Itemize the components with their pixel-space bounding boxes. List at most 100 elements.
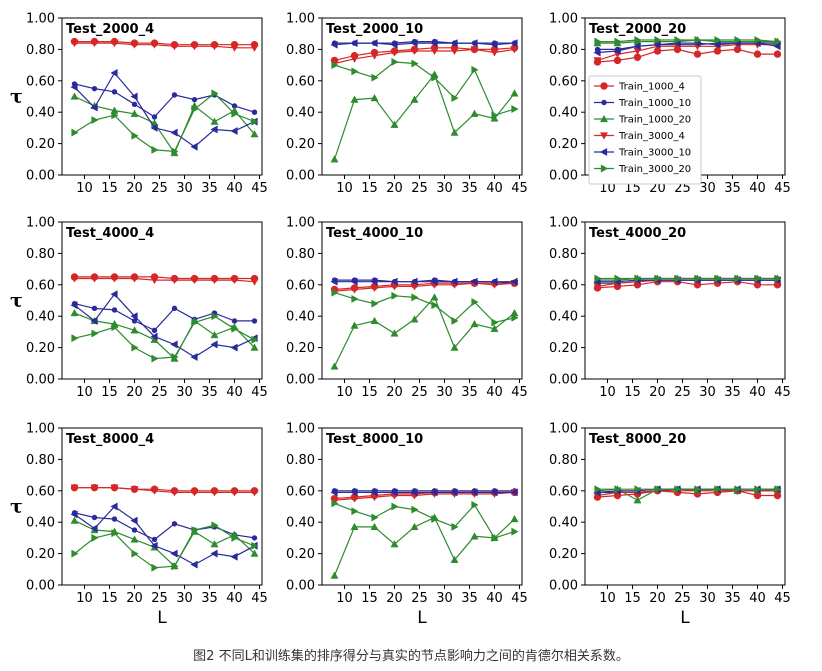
- data-point: [151, 145, 159, 154]
- data-point: [110, 68, 118, 77]
- data-point: [170, 276, 179, 285]
- data-point: [130, 109, 139, 117]
- y-tick-label: 1.00: [286, 12, 315, 27]
- data-point: [70, 301, 78, 310]
- data-point: [594, 485, 602, 494]
- data-point: [90, 275, 99, 283]
- data-point: [171, 147, 179, 156]
- data-point: [350, 522, 359, 531]
- data-point: [211, 521, 219, 530]
- data-point: [674, 274, 682, 283]
- y-tick-label: 0.00: [549, 579, 578, 594]
- data-point: [753, 50, 762, 58]
- data-point: [390, 277, 398, 286]
- legend-entry: Train_1000_4: [618, 82, 685, 93]
- y-tick-label: 0.80: [286, 247, 315, 262]
- data-point: [250, 130, 259, 138]
- data-point: [511, 527, 519, 536]
- x-tick-label: 30: [176, 385, 193, 400]
- data-point: [634, 485, 642, 494]
- data-point: [410, 315, 419, 323]
- x-tick-label: 45: [774, 385, 791, 400]
- data-point: [431, 301, 439, 310]
- x-tick-label: 40: [226, 181, 243, 196]
- data-point: [110, 39, 119, 48]
- data-point: [110, 275, 119, 283]
- data-point: [674, 485, 682, 494]
- data-point: [71, 128, 79, 137]
- x-axis-label: L: [157, 608, 167, 628]
- data-point: [490, 40, 498, 49]
- x-tick-label: 15: [101, 385, 118, 400]
- x-tick-label: 40: [486, 181, 503, 196]
- data-point: [754, 35, 762, 45]
- series-train-3000-20: [331, 288, 519, 327]
- x-tick-label: 40: [226, 385, 243, 400]
- data-point: [330, 155, 339, 163]
- panel-title: Test_2000_20: [589, 22, 686, 37]
- data-point: [734, 274, 742, 283]
- legend-entry: Train_3000_20: [618, 164, 691, 175]
- figure-caption: 图2 不同L和训练集的排序得分与真实的节点影响力之间的肯德尔相关系数。: [193, 649, 629, 664]
- data-point: [470, 39, 478, 48]
- x-tick-label: 30: [699, 385, 716, 400]
- x-tick-label: 10: [76, 385, 93, 400]
- data-point: [490, 488, 498, 497]
- data-point: [251, 109, 258, 115]
- data-point: [70, 516, 79, 524]
- x-tick-label: 30: [699, 591, 716, 606]
- y-tick-label: 0.80: [549, 43, 578, 58]
- y-tick-label: 0.20: [286, 547, 315, 562]
- x-tick-label: 25: [411, 181, 428, 196]
- data-point: [91, 116, 99, 125]
- data-point: [111, 89, 118, 95]
- data-point: [350, 321, 359, 329]
- x-tick-label: 30: [176, 591, 193, 606]
- y-tick-label: 1.00: [286, 216, 315, 231]
- series-line: [333, 73, 515, 160]
- series-line: [597, 490, 778, 497]
- panel-test-8000-4: 0.00 0.20 0.40 0.60 0.80 1.00 10 15 20 25 30 35 40 45…: [10, 422, 268, 629]
- data-point: [191, 105, 199, 114]
- series-train-1000-20: [330, 293, 519, 370]
- x-tick-label: 15: [624, 591, 641, 606]
- x-tick-label: 40: [749, 181, 766, 196]
- data-point: [91, 514, 98, 521]
- data-point: [773, 42, 781, 51]
- series-line: [334, 61, 515, 117]
- data-point: [190, 489, 199, 497]
- data-point: [231, 318, 238, 324]
- data-point: [390, 49, 399, 57]
- x-tick-label: 25: [674, 591, 691, 606]
- series-line: [74, 520, 255, 568]
- legend-box: [588, 75, 702, 185]
- data-point: [110, 502, 118, 511]
- plot-frame: [61, 221, 263, 380]
- data-point: [351, 67, 359, 76]
- series-train-3000-20: [594, 35, 782, 46]
- panel-title: Test_4000_4: [66, 226, 154, 241]
- data-point: [131, 101, 138, 108]
- y-tick-label: 1.00: [26, 216, 55, 231]
- series-train-3000-20: [331, 57, 519, 120]
- data-point: [90, 484, 99, 492]
- legend-marker: [600, 82, 608, 90]
- data-point: [251, 318, 258, 324]
- series-train-3000-10: [330, 39, 518, 49]
- series-train-3000-4: [70, 39, 259, 52]
- data-point: [191, 526, 199, 535]
- series-line: [74, 277, 255, 283]
- data-point: [451, 94, 459, 103]
- data-point: [150, 332, 158, 341]
- data-point: [491, 318, 499, 327]
- data-point: [430, 277, 438, 286]
- y-tick-label: 0.20: [26, 547, 55, 562]
- data-point: [211, 312, 219, 321]
- series-line: [74, 487, 255, 493]
- x-tick-label: 40: [226, 591, 243, 606]
- series-line: [334, 48, 515, 65]
- series-train-1000-4: [593, 277, 782, 292]
- series-line: [334, 491, 515, 501]
- data-point: [370, 93, 379, 102]
- series-line: [597, 490, 778, 498]
